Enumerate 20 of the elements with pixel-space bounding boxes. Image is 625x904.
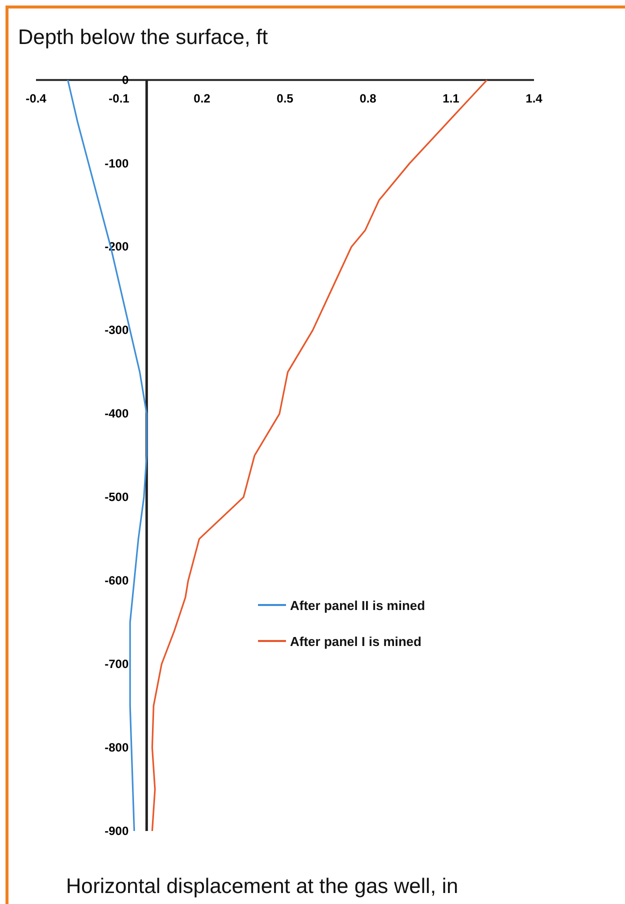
x-tick-label: 0.5 (276, 92, 294, 106)
y-tick-label: -300 (104, 323, 129, 338)
x-axis-title: Horizontal displacement at the gas well, in (66, 875, 458, 898)
y-tick-label: -500 (104, 490, 129, 504)
y-tick-label: -400 (104, 406, 129, 421)
x-tick-label: 0.2 (194, 92, 211, 106)
y-tick-label: -600 (104, 574, 129, 588)
x-tick-label: -0.4 (26, 92, 47, 106)
y-tick-label: -700 (104, 656, 129, 671)
legend-label: After panel I is mined (290, 634, 422, 649)
y-tick-label: -900 (104, 824, 129, 838)
legend-label: After panel II is mined (290, 598, 426, 613)
y-tick-label: -100 (104, 156, 129, 170)
y-axis-title: Depth below the surface, ft (18, 26, 268, 49)
x-tick-label: 1.4 (526, 92, 543, 106)
x-tick-label: 0.8 (360, 92, 377, 106)
y-tick-label: -800 (104, 740, 129, 754)
x-tick-label: 1.1 (442, 92, 460, 106)
line-series (151, 79, 488, 832)
x-tick-label: -0.1 (108, 92, 130, 106)
